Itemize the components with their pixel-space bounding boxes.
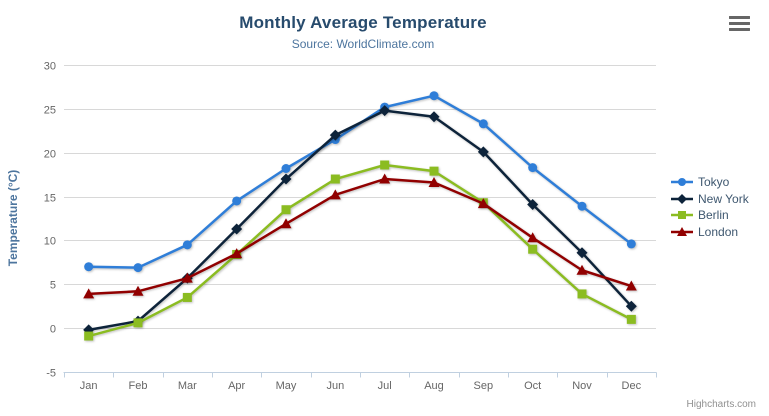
series-tokyo: [84, 91, 636, 273]
x-axis-label: Apr: [228, 380, 245, 392]
data-point-mar[interactable]: [182, 240, 192, 250]
data-point-nov[interactable]: [576, 264, 588, 275]
series-line: [87, 94, 633, 269]
legend-item-tokyo[interactable]: Tokyo: [671, 174, 749, 191]
data-point-may[interactable]: [281, 205, 291, 215]
x-axis-label: Feb: [129, 380, 148, 392]
x-axis-label: Nov: [572, 380, 592, 392]
data-point-aug[interactable]: [428, 111, 440, 123]
legend-item-berlin[interactable]: Berlin: [671, 207, 749, 224]
data-point-aug[interactable]: [428, 177, 440, 188]
x-axis-label: May: [276, 380, 297, 392]
legend: Tokyo New York Berlin London: [671, 174, 749, 240]
data-point-sep[interactable]: [478, 119, 488, 129]
data-point-sep[interactable]: [477, 198, 489, 209]
data-point-mar[interactable]: [181, 272, 193, 283]
legend-item-new-york[interactable]: New York: [671, 191, 749, 208]
data-point-aug[interactable]: [429, 91, 439, 101]
x-axis-label: Dec: [622, 380, 642, 392]
data-point-may[interactable]: [281, 164, 291, 174]
chart-subtitle: Source: WorldClimate.com: [291, 37, 435, 51]
y-axis-label: 0: [50, 324, 56, 336]
data-point-jun[interactable]: [329, 189, 341, 200]
data-point-dec[interactable]: [626, 239, 636, 249]
diamond-legend-marker-icon: [671, 193, 693, 204]
series-line: [87, 109, 633, 332]
data-point-jan[interactable]: [83, 288, 95, 299]
data-point-jan[interactable]: [84, 262, 94, 272]
y-axis-label: 15: [44, 193, 56, 205]
legend-item-label: Berlin: [698, 208, 729, 223]
data-point-feb[interactable]: [133, 318, 143, 328]
data-point-jul[interactable]: [379, 105, 391, 117]
data-point-oct[interactable]: [528, 244, 538, 254]
data-point-mar[interactable]: [182, 292, 192, 302]
data-point-oct[interactable]: [528, 163, 538, 173]
data-point-nov[interactable]: [577, 289, 587, 299]
legend-item-label: Tokyo: [698, 175, 730, 190]
y-axis-label: 5: [50, 280, 56, 292]
triangle-legend-marker-icon: [671, 226, 693, 236]
legend-item-label: New York: [698, 191, 749, 206]
data-point-apr[interactable]: [231, 223, 243, 235]
data-point-oct[interactable]: [527, 232, 539, 243]
y-axis-label: 10: [44, 236, 56, 248]
series-london: [83, 173, 637, 299]
x-axis-label: Mar: [178, 380, 197, 392]
data-point-apr[interactable]: [232, 196, 242, 206]
data-point-dec[interactable]: [625, 300, 637, 312]
data-point-aug[interactable]: [429, 166, 439, 176]
x-axis-label: Sep: [474, 380, 494, 392]
y-axis-label: -5: [46, 368, 56, 380]
data-point-sep[interactable]: [477, 146, 489, 158]
data-point-may[interactable]: [280, 173, 292, 185]
series-line: [87, 163, 633, 338]
y-axis-label: 30: [44, 61, 56, 73]
x-axis-label: Jan: [80, 380, 98, 392]
data-point-oct[interactable]: [527, 198, 539, 210]
data-point-feb[interactable]: [132, 285, 144, 296]
hamburger-icon: [729, 28, 750, 31]
data-point-dec[interactable]: [625, 280, 637, 291]
data-point-jul[interactable]: [379, 173, 391, 184]
hamburger-icon: [729, 16, 750, 19]
data-point-apr[interactable]: [231, 248, 243, 259]
y-axis-label: 25: [44, 105, 56, 117]
x-axis-label: Jul: [378, 380, 392, 392]
legend-item-london[interactable]: London: [671, 224, 749, 241]
x-axis-label: Oct: [524, 380, 541, 392]
hamburger-icon: [729, 22, 750, 25]
x-axis-label: Jun: [326, 380, 344, 392]
data-point-dec[interactable]: [626, 314, 636, 324]
square-legend-marker-icon: [671, 211, 693, 220]
data-point-jul[interactable]: [380, 160, 390, 170]
data-point-jan[interactable]: [84, 331, 94, 341]
export-menu-button[interactable]: [726, 14, 752, 36]
legend-item-label: London: [698, 224, 739, 239]
data-point-jun[interactable]: [330, 174, 340, 184]
chart-title: Monthly Average Temperature: [239, 13, 487, 32]
data-point-feb[interactable]: [133, 263, 143, 273]
series-line: [87, 177, 633, 296]
x-axis-label: Aug: [424, 380, 444, 392]
y-axis-title: Temperature (°C): [6, 169, 20, 267]
data-point-nov[interactable]: [576, 247, 588, 259]
circle-legend-marker-icon: [671, 178, 693, 187]
data-point-may[interactable]: [280, 218, 292, 229]
credits-link[interactable]: Highcharts.com: [686, 399, 756, 410]
data-point-nov[interactable]: [577, 201, 587, 211]
y-axis-label: 20: [44, 149, 56, 161]
data-point-jun[interactable]: [329, 129, 341, 141]
series-new-york: [83, 105, 637, 336]
